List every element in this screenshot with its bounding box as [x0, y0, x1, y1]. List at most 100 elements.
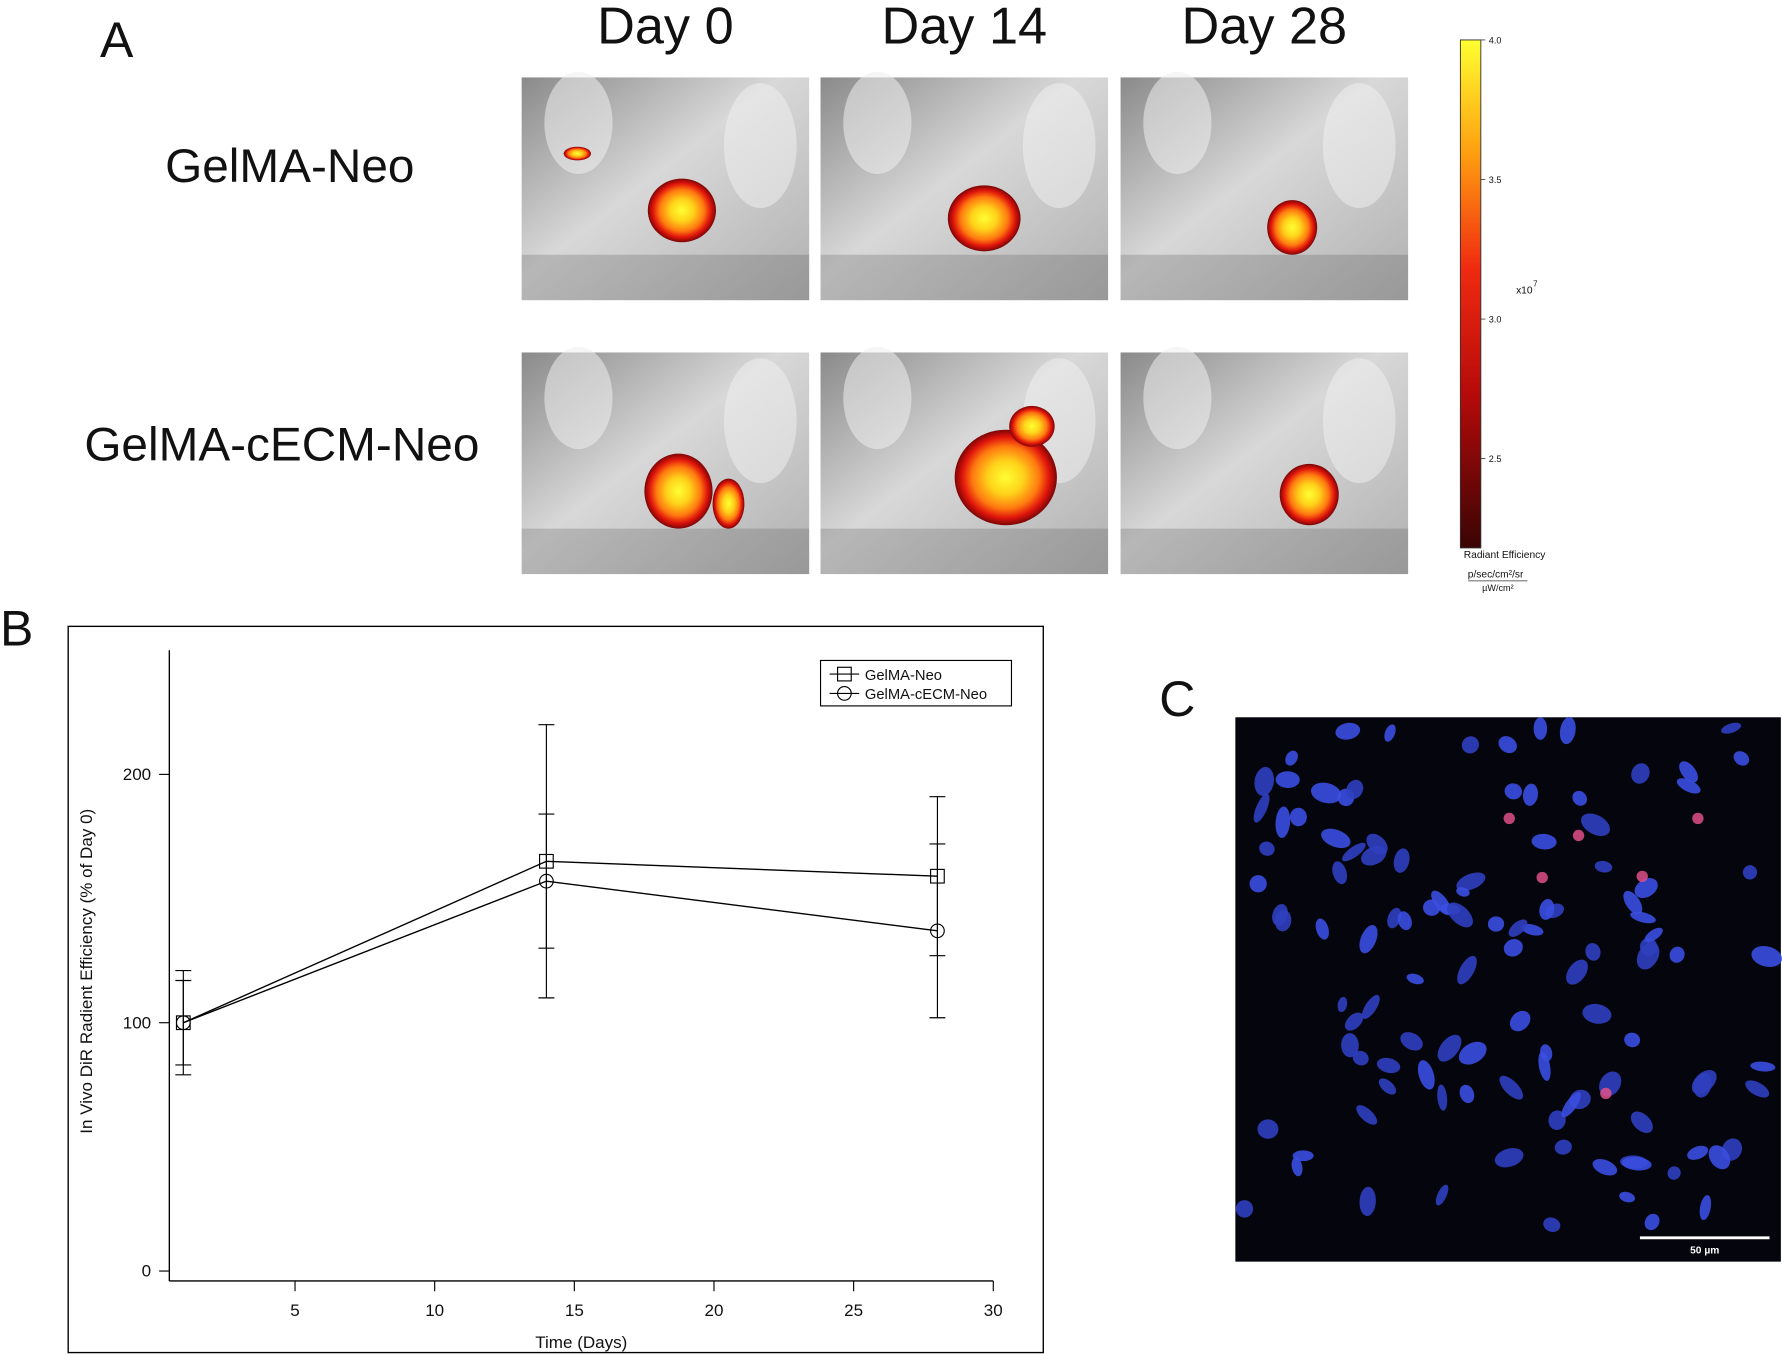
nucleus [1559, 716, 1576, 745]
colorbar-exponent: 7 [1533, 280, 1538, 289]
nucleus [1494, 1148, 1524, 1168]
signal [1267, 200, 1318, 255]
nucleus [1742, 865, 1758, 880]
nucleus [1397, 911, 1412, 931]
nucleus [1352, 1050, 1369, 1066]
nucleus [1582, 1003, 1612, 1024]
nucleus [1289, 807, 1307, 827]
marker [175, 1015, 191, 1031]
paw [1022, 83, 1096, 209]
nucleus [1359, 1186, 1376, 1217]
nucleus [1699, 1195, 1712, 1221]
paw [843, 71, 912, 175]
nucleus [1623, 890, 1643, 915]
nucleus [1461, 736, 1480, 754]
scale-bar-label: 50 µm [1690, 1246, 1719, 1257]
nucleus [1721, 722, 1742, 734]
nucleus [1631, 763, 1650, 784]
nucleus [1636, 942, 1660, 970]
nucleus [1687, 1145, 1709, 1160]
nucleus [1693, 1072, 1712, 1098]
nucleus [1630, 1111, 1653, 1134]
signal [1009, 405, 1055, 447]
marker [837, 666, 852, 682]
nucleus [1592, 1158, 1618, 1176]
nucleus [1745, 1080, 1770, 1098]
signal [712, 478, 745, 529]
column-header: Day 28 [1182, 0, 1348, 55]
signal [647, 178, 716, 243]
colorbar-tick-label: 4.0 [1489, 35, 1502, 45]
shadow [820, 528, 1109, 575]
micrograph [1235, 717, 1781, 1262]
nucleus [1291, 1157, 1303, 1177]
dir-signal [1536, 871, 1548, 884]
nucleus [1356, 1105, 1378, 1125]
x-tick-label: 30 [984, 1301, 1003, 1320]
nucleus [1644, 927, 1663, 943]
nucleus [1359, 925, 1378, 954]
nucleus [1566, 959, 1588, 985]
nucleus [1458, 1041, 1487, 1065]
nucleus [1499, 1075, 1524, 1100]
nucleus [1531, 833, 1557, 850]
nucleus [1667, 1166, 1681, 1180]
nucleus [1676, 778, 1701, 794]
nucleus [1249, 875, 1267, 893]
nucleus [1361, 994, 1380, 1020]
nucleus [1378, 1078, 1397, 1095]
nucleus [1423, 899, 1441, 916]
colorbar-tick-label: 3.5 [1489, 175, 1502, 185]
nucleus [1585, 943, 1601, 961]
shadow [820, 254, 1109, 301]
nucleus [1708, 1145, 1731, 1170]
nucleus [1554, 1139, 1572, 1155]
signal [563, 146, 591, 161]
signal [644, 453, 713, 529]
dir-signal [1572, 829, 1585, 842]
legend-label: GelMA-cECM-Neo [865, 687, 987, 703]
line-chart: 0 100 200 5 10 15 20 25 30 Time (Days) In Vivo DiR… [77, 650, 1013, 1352]
panel-label: A [100, 12, 134, 68]
nucleus [1393, 848, 1410, 873]
nucleus [1539, 899, 1555, 920]
x-tick-label: 20 [705, 1301, 724, 1320]
nucleus [1437, 1084, 1448, 1111]
panel-label: B [0, 601, 33, 657]
colorbar-multiplier: x10 [1516, 285, 1533, 296]
nucleus [1669, 946, 1685, 963]
nucleus [1344, 1012, 1364, 1031]
nucleus [1253, 793, 1270, 823]
nucleus [1272, 904, 1288, 926]
nucleus [1538, 1051, 1551, 1081]
nucleus [1561, 1092, 1581, 1118]
colorbar-tick-label: 3.0 [1489, 314, 1502, 324]
paw [1143, 346, 1212, 450]
row-label: GelMA-cECM-Neo [84, 418, 479, 471]
nucleus [1504, 783, 1522, 800]
signal [954, 429, 1057, 526]
x-tick-label: 15 [565, 1301, 584, 1320]
nucleus [1621, 1156, 1652, 1171]
nucleus [1521, 924, 1544, 936]
nucleus [1315, 918, 1329, 940]
colorbar-unit-bottom: µW/cm² [1482, 583, 1513, 593]
nucleus [1341, 1033, 1359, 1058]
dir-signal [1503, 812, 1515, 825]
colorbar [1459, 39, 1482, 549]
nucleus [1533, 717, 1548, 740]
nucleus [1437, 1034, 1462, 1062]
nucleus [1337, 996, 1348, 1013]
nucleus [1594, 860, 1613, 873]
nucleus [1548, 1110, 1566, 1130]
dir-signal [1636, 870, 1648, 883]
nucleus [1509, 1010, 1531, 1032]
nucleus [1406, 973, 1424, 985]
nucleus [1634, 878, 1658, 898]
y-tick-label: 100 [123, 1013, 151, 1032]
shadow [521, 254, 810, 301]
signal [1279, 463, 1339, 526]
nucleus [1257, 1119, 1279, 1139]
